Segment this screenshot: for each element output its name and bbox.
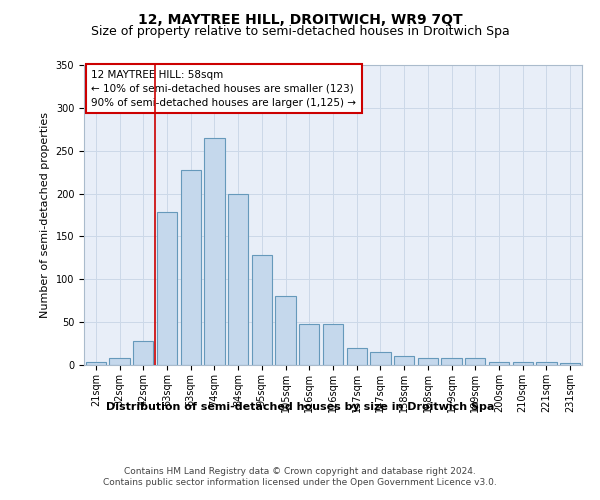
Bar [465,358,485,365]
Text: Size of property relative to semi-detached houses in Droitwich Spa: Size of property relative to semi-detach… [91,25,509,38]
Text: 12 MAYTREE HILL: 58sqm
← 10% of semi-detached houses are smaller (123)
90% of se: 12 MAYTREE HILL: 58sqm ← 10% of semi-det… [91,70,356,108]
Bar [536,362,557,365]
Bar [560,364,580,365]
Bar [489,362,509,365]
Text: Distribution of semi-detached houses by size in Droitwich Spa: Distribution of semi-detached houses by … [106,402,494,412]
Bar [275,296,296,365]
Bar [323,324,343,365]
Bar [133,341,154,365]
Bar [228,194,248,365]
Bar [394,356,414,365]
Text: Contains HM Land Registry data © Crown copyright and database right 2024.
Contai: Contains HM Land Registry data © Crown c… [103,468,497,487]
Text: 12, MAYTREE HILL, DROITWICH, WR9 7QT: 12, MAYTREE HILL, DROITWICH, WR9 7QT [137,12,463,26]
Bar [442,358,461,365]
Bar [86,362,106,365]
Bar [205,138,224,365]
Bar [299,324,319,365]
Bar [109,358,130,365]
Bar [181,170,201,365]
Bar [157,212,177,365]
Bar [370,352,391,365]
Y-axis label: Number of semi-detached properties: Number of semi-detached properties [40,112,50,318]
Bar [418,358,438,365]
Bar [252,256,272,365]
Bar [347,348,367,365]
Bar [512,362,533,365]
